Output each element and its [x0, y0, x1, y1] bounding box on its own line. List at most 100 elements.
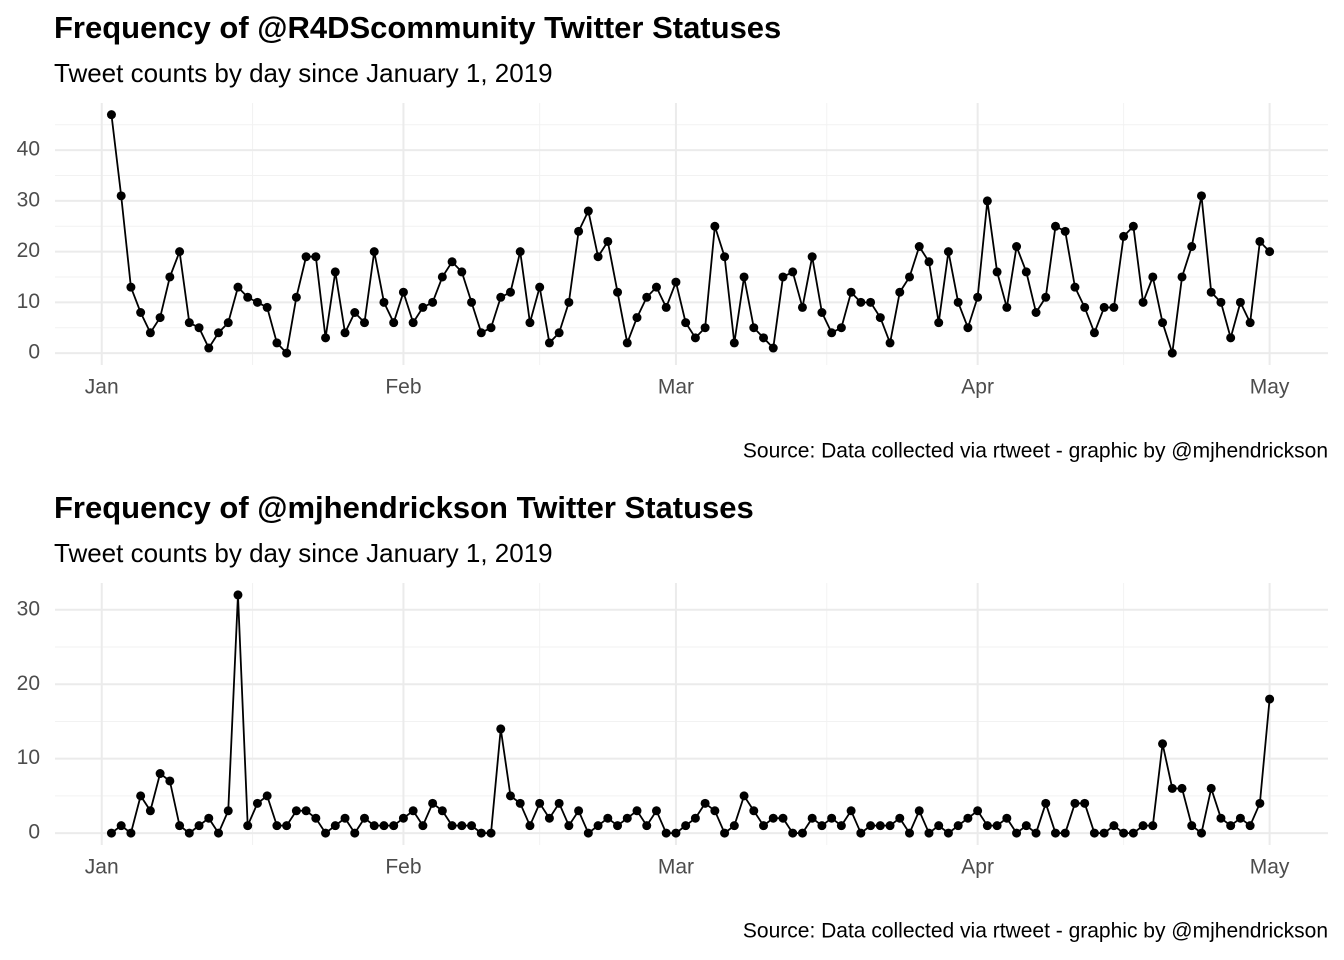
data-point — [467, 297, 477, 307]
data-point — [223, 806, 233, 816]
data-point — [418, 302, 428, 312]
data-point — [262, 791, 272, 801]
data-point — [593, 252, 603, 262]
data-point — [1265, 247, 1275, 257]
data-point — [1245, 821, 1255, 831]
data-point — [895, 813, 905, 823]
data-point — [1235, 297, 1245, 307]
data-point — [330, 821, 340, 831]
data-point — [136, 307, 146, 317]
y-tick-label: 30 — [17, 188, 40, 211]
data-point — [1012, 242, 1022, 252]
chart-title: Frequency of @R4DScommunity Twitter Stat… — [54, 10, 781, 45]
data-point — [934, 318, 944, 328]
data-point — [574, 806, 584, 816]
data-point — [982, 196, 992, 206]
data-point — [690, 333, 700, 343]
data-point — [564, 821, 574, 831]
data-point — [1167, 783, 1177, 793]
data-point — [1109, 302, 1119, 312]
chart-title: Frequency of @mjhendrickson Twitter Stat… — [54, 490, 754, 525]
data-point — [982, 821, 992, 831]
data-point — [866, 297, 876, 307]
data-point — [106, 828, 116, 838]
data-point — [408, 318, 418, 328]
data-point — [729, 338, 739, 348]
data-point — [165, 272, 175, 282]
data-point — [720, 828, 730, 838]
data-point — [603, 236, 613, 246]
data-point — [116, 821, 126, 831]
data-point — [622, 813, 632, 823]
data-point — [165, 776, 175, 786]
data-point — [943, 247, 953, 257]
data-point — [389, 318, 399, 328]
data-point — [613, 821, 623, 831]
data-point — [184, 318, 194, 328]
data-point — [389, 821, 399, 831]
y-tick-label: 0 — [28, 341, 40, 364]
data-point — [184, 828, 194, 838]
data-point — [1206, 783, 1216, 793]
chart-caption: Source: Data collected via rtweet - grap… — [743, 440, 1328, 463]
data-point — [321, 828, 331, 838]
data-point — [875, 313, 885, 323]
chart-subtitle: Tweet counts by day since January 1, 201… — [54, 538, 553, 568]
data-point — [661, 302, 671, 312]
chart-caption: Source: Data collected via rtweet - grap… — [743, 920, 1328, 943]
x-tick-label: Feb — [385, 376, 421, 399]
y-tick-label: 40 — [17, 138, 40, 161]
data-point — [359, 318, 369, 328]
data-point — [505, 791, 515, 801]
data-point — [204, 343, 214, 353]
data-point — [428, 798, 438, 808]
data-point — [739, 791, 749, 801]
data-point — [836, 323, 846, 333]
data-point — [1089, 328, 1099, 338]
x-tick-label: Apr — [961, 376, 994, 399]
data-point — [632, 806, 642, 816]
data-point — [301, 252, 311, 262]
data-point — [1070, 798, 1080, 808]
data-point — [778, 813, 788, 823]
data-point — [1245, 318, 1255, 328]
data-point — [1138, 297, 1148, 307]
data-point — [554, 798, 564, 808]
data-point — [535, 282, 545, 292]
data-point — [963, 813, 973, 823]
data-point — [1070, 282, 1080, 292]
data-point — [243, 821, 253, 831]
data-point — [496, 724, 506, 734]
data-point — [827, 328, 837, 338]
data-point — [1187, 242, 1197, 252]
data-point — [924, 828, 934, 838]
data-point — [583, 206, 593, 216]
data-point — [291, 292, 301, 302]
data-point — [223, 318, 233, 328]
data-point — [749, 323, 759, 333]
data-point — [681, 318, 691, 328]
data-point — [233, 590, 243, 600]
data-point — [1099, 302, 1109, 312]
data-point — [1050, 221, 1060, 231]
x-tick-label: Jan — [85, 856, 119, 879]
data-point — [651, 282, 661, 292]
data-point — [817, 307, 827, 317]
x-tick-label: Feb — [385, 856, 421, 879]
data-point — [262, 302, 272, 312]
data-point — [155, 769, 165, 779]
data-point — [136, 791, 146, 801]
data-point — [1206, 287, 1216, 297]
data-point — [106, 110, 116, 120]
data-point — [476, 828, 486, 838]
data-point — [515, 247, 525, 257]
data-point — [272, 821, 282, 831]
data-point — [992, 821, 1002, 831]
data-point — [145, 806, 155, 816]
data-point — [535, 798, 545, 808]
data-point — [340, 813, 350, 823]
y-tick-label: 20 — [17, 239, 40, 262]
data-point — [914, 806, 924, 816]
data-point — [622, 338, 632, 348]
